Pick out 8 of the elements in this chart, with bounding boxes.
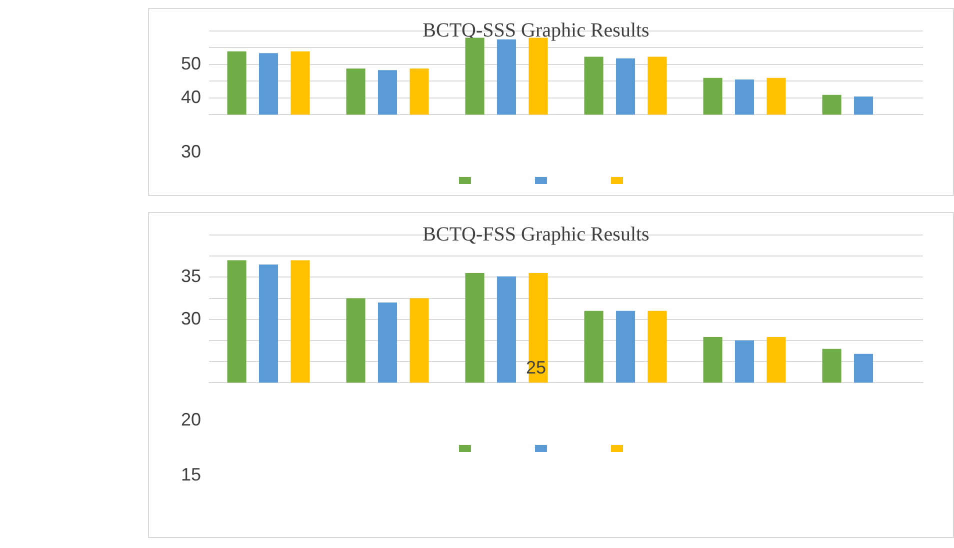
chart-title: BCTQ-FSS Graphic Results — [422, 223, 650, 246]
text: 20 — [180, 410, 201, 430]
y-tick-label: 30 — [180, 308, 201, 328]
chart-title: BCTQ-SSS Graphic Results — [422, 19, 650, 42]
y-tick-label: 40 — [180, 86, 201, 107]
y-tick-label: 50 — [180, 53, 201, 74]
text: 15 — [180, 464, 201, 485]
y-tick-label: 35 — [180, 266, 201, 286]
